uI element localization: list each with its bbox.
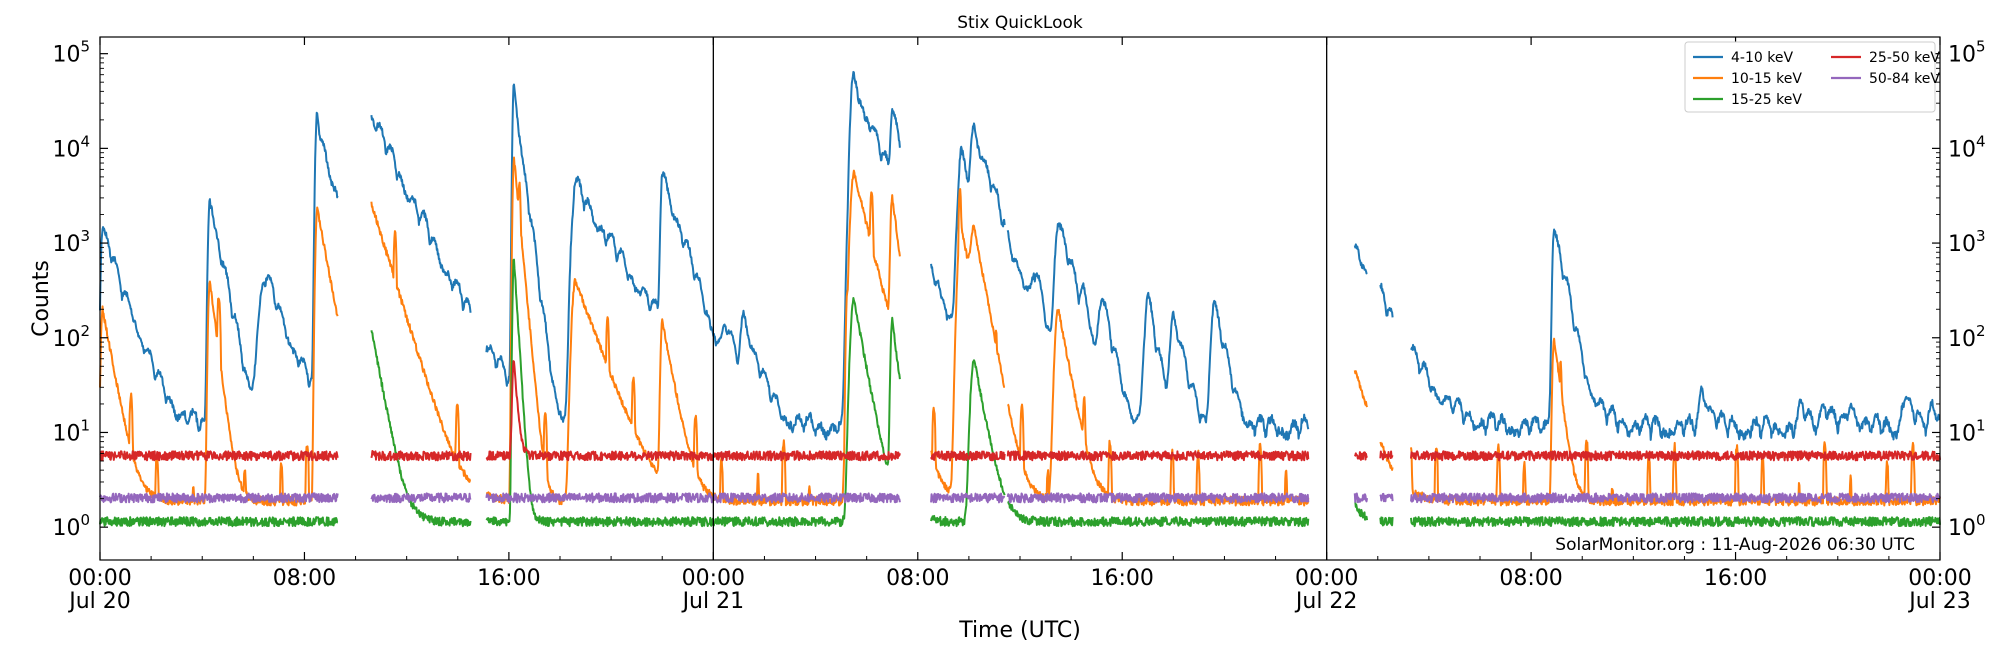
y-tick-label-left: 102 (52, 322, 90, 352)
series-line-4 (99, 492, 1941, 504)
y-tick-label-left: 101 (52, 416, 90, 446)
chart-title: Stix QuickLook (957, 13, 1083, 33)
legend-label-1: 10-15 keV (1731, 71, 1802, 87)
x-tick-date-label: Jul 21 (681, 589, 745, 614)
plot-frame (99, 36, 1941, 561)
plot-lines (99, 70, 1941, 528)
y-tick-label-right: 101 (1948, 416, 1986, 446)
x-axis-label: Time (UTC) (958, 618, 1081, 643)
x-tick-label: 00:00 (682, 566, 745, 591)
x-tick-label: 08:00 (886, 566, 949, 591)
series-line-0 (99, 70, 1941, 441)
legend: 4-10 keV 10-15 keV 15-25 keV 25-50 keV 50-84… (1684, 41, 1940, 113)
y-tick-label-left: 103 (52, 227, 90, 257)
x-tick-label: 00:00 (68, 566, 131, 591)
watermark-text: SolarMonitor.org : 11-Aug-2026 06:30 UTC (1555, 535, 1915, 555)
y-tick-label-right: 104 (1948, 132, 1986, 162)
x-tick-date-label: Jul 23 (1907, 589, 1971, 614)
y-tick-label-right: 103 (1948, 227, 1986, 257)
x-tick-label: 00:00 (1295, 566, 1358, 591)
series-line-3 (99, 360, 1941, 462)
day-boundary-lines (712, 37, 1328, 560)
x-tick-label: 08:00 (1499, 566, 1562, 591)
y-tick-label-right: 105 (1948, 38, 1986, 68)
legend-label-4: 50-84 keV (1869, 71, 1940, 87)
y-tick-label-right: 102 (1948, 322, 1986, 352)
y-tick-label-left: 105 (52, 38, 90, 68)
series-line-2 (99, 258, 1941, 528)
legend-label-2: 15-25 keV (1731, 92, 1802, 108)
legend-label-0: 4-10 keV (1731, 50, 1793, 66)
x-tick-label: 16:00 (1091, 566, 1154, 591)
legend-box (1684, 41, 1936, 113)
x-tick-label: 00:00 (1908, 566, 1971, 591)
x-tick-date-label: Jul 22 (1294, 589, 1358, 614)
y-tick-label-right: 100 (1948, 511, 1986, 541)
y-axis-ticks: 100 100 101 101 102 102 103 103 104 104 105 105 (52, 38, 1985, 541)
legend-label-3: 25-50 keV (1869, 50, 1940, 66)
y-tick-label-left: 100 (52, 511, 90, 541)
x-tick-label: 08:00 (273, 566, 336, 591)
y-tick-label-left: 104 (52, 132, 90, 162)
x-tick-label: 16:00 (477, 566, 540, 591)
x-tick-label: 16:00 (1704, 566, 1767, 591)
x-tick-date-label: Jul 20 (67, 589, 131, 614)
y-axis-label: Counts (29, 260, 54, 337)
